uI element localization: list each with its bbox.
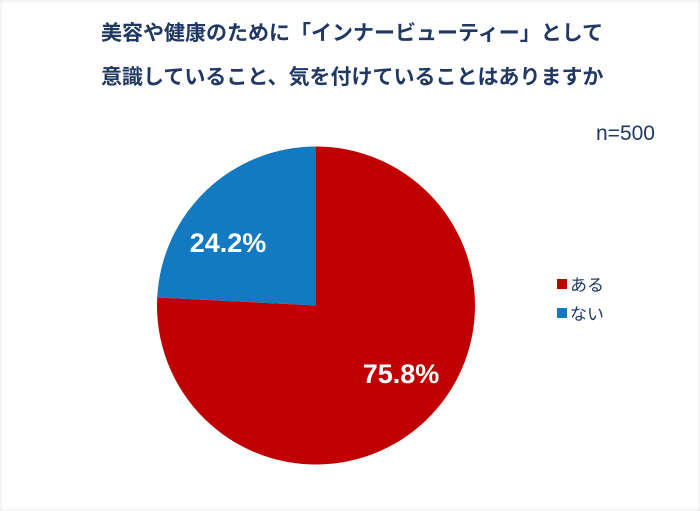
svg-text:24.2%: 24.2% — [190, 228, 267, 258]
svg-text:75.8%: 75.8% — [363, 359, 440, 389]
